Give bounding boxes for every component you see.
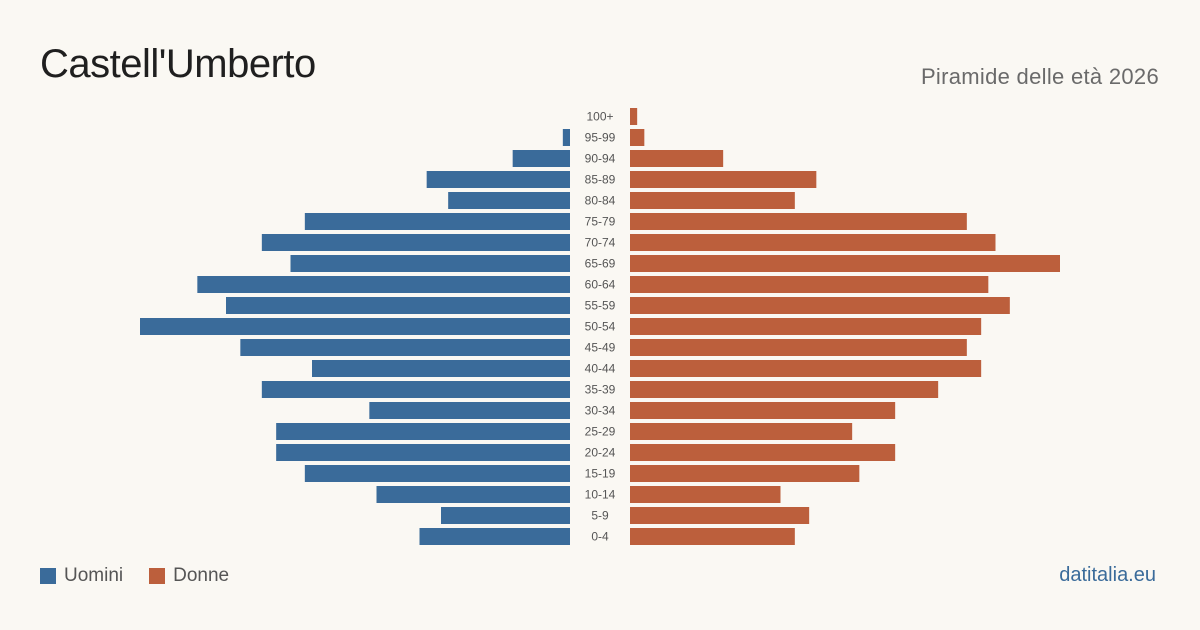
bar-male-40-44: [312, 360, 570, 377]
age-label-80-84: 80-84: [585, 194, 616, 208]
bar-male-95-99: [562, 129, 570, 146]
bar-female-0-4: [630, 528, 795, 545]
bar-male-50-54: [140, 318, 570, 335]
chart-subtitle: Piramide delle età 2026: [920, 64, 1159, 89]
bar-male-20-24: [276, 444, 570, 461]
bar-female-45-49: [630, 339, 967, 356]
age-label-25-29: 25-29: [585, 425, 616, 439]
bar-female-25-29: [630, 423, 853, 440]
age-label-15-19: 15-19: [585, 467, 616, 481]
age-label-55-59: 55-59: [585, 299, 616, 313]
bar-female-30-34: [630, 402, 896, 419]
age-label-5-9: 5-9: [591, 509, 609, 523]
bar-male-90-94: [512, 150, 570, 167]
age-label-10-14: 10-14: [585, 488, 616, 502]
bar-male-80-84: [448, 192, 570, 209]
bar-male-5-9: [441, 507, 570, 524]
legend-item-male: Uomini: [40, 565, 123, 587]
bar-male-65-69: [290, 255, 570, 272]
page-title: Castell'Umberto: [40, 42, 316, 86]
bar-male-30-34: [369, 402, 570, 419]
bar-female-65-69: [630, 255, 1060, 272]
age-label-90-94: 90-94: [585, 152, 616, 166]
source-link[interactable]: datitalia.eu: [1059, 564, 1156, 586]
age-label-70-74: 70-74: [585, 236, 616, 250]
legend: Uomini Donne: [40, 565, 229, 587]
bar-female-35-39: [630, 381, 939, 398]
legend-label-female: Donne: [173, 565, 230, 586]
age-label-45-49: 45-49: [585, 341, 616, 355]
bar-female-10-14: [630, 486, 781, 503]
age-label-95-99: 95-99: [585, 131, 616, 145]
age-label-35-39: 35-39: [585, 383, 616, 397]
bar-female-20-24: [630, 444, 896, 461]
bar-female-5-9: [630, 507, 810, 524]
bar-male-85-89: [426, 171, 570, 188]
legend-label-male: Uomini: [64, 565, 124, 586]
legend-item-female: Donne: [149, 565, 229, 587]
age-label-85-89: 85-89: [585, 173, 616, 187]
bar-male-75-79: [304, 213, 570, 230]
bar-female-90-94: [630, 150, 724, 167]
age-label-60-64: 60-64: [585, 278, 616, 292]
bar-female-60-64: [630, 276, 989, 293]
bar-male-55-59: [226, 297, 570, 314]
female-bars-group: [630, 108, 1060, 545]
male-bars-group: [140, 129, 571, 545]
bar-male-70-74: [261, 234, 570, 251]
bar-female-50-54: [630, 318, 982, 335]
bar-female-70-74: [630, 234, 996, 251]
bar-female-75-79: [630, 213, 967, 230]
bar-female-95-99: [630, 129, 645, 146]
bar-female-15-19: [630, 465, 860, 482]
age-label-20-24: 20-24: [585, 446, 616, 460]
bar-male-15-19: [304, 465, 570, 482]
bar-male-25-29: [276, 423, 570, 440]
bar-female-55-59: [630, 297, 1010, 314]
bar-male-10-14: [376, 486, 570, 503]
legend-swatch-male: [40, 568, 56, 584]
age-label-50-54: 50-54: [585, 320, 616, 334]
bar-female-80-84: [630, 192, 795, 209]
legend-swatch-female: [149, 568, 166, 584]
age-labels-group: 100+ 95-99 90-94 85-89 80-84 75-79 70-74 65-69 6…: [585, 110, 616, 544]
age-label-40-44: 40-44: [585, 362, 616, 376]
age-label-75-79: 75-79: [585, 215, 616, 229]
bar-female-40-44: [630, 360, 982, 377]
age-label-30-34: 30-34: [585, 404, 616, 418]
age-label-65-69: 65-69: [585, 257, 616, 271]
bar-male-60-64: [197, 276, 571, 293]
bar-female-100plus: [630, 108, 638, 125]
bar-male-45-49: [240, 339, 571, 356]
bar-male-35-39: [261, 381, 570, 398]
age-label-0-4: 0-4: [591, 530, 609, 544]
bar-male-0-4: [419, 528, 570, 545]
bar-female-85-89: [630, 171, 817, 188]
age-label-100plus: 100+: [586, 110, 613, 124]
